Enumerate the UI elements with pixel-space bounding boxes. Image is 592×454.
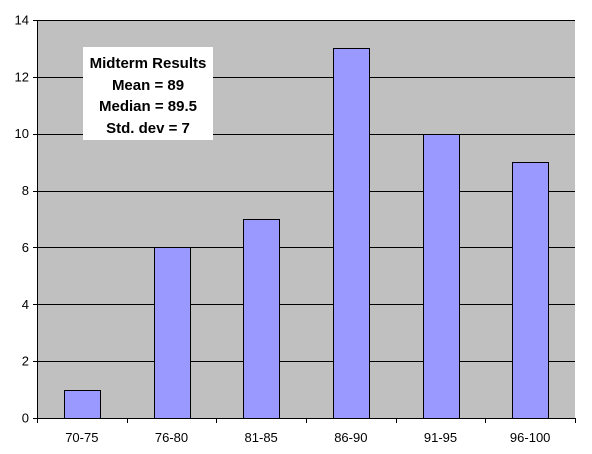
stats-annotation-box: Midterm Results Mean = 89 Median = 89.5 … [83,47,213,140]
bar-81-85 [243,219,280,419]
x-tick-label-81-85: 81-85 [245,430,278,445]
y-tick-labels: 0 2 4 6 8 10 12 14 [15,13,29,426]
axes [33,20,576,423]
x-tick-label-86-90: 86-90 [334,430,367,445]
x-tick-labels: 70-75 76-80 81-85 86-90 91-95 96-100 [65,430,550,445]
x-tick-label-91-95: 91-95 [424,430,457,445]
annotation-background [83,47,213,140]
x-tick-label-96-100: 96-100 [510,430,550,445]
y-tick-label-14: 14 [15,13,29,28]
bar-91-95 [423,134,460,419]
bar-86-90 [333,48,370,419]
annotation-median: Median = 89.5 [99,98,197,115]
x-tick-label-70-75: 70-75 [65,430,98,445]
y-tick-label-2: 2 [22,354,29,369]
y-tick-label-8: 8 [22,183,29,198]
y-tick-label-0: 0 [22,411,29,426]
bar-96-100 [512,162,549,419]
x-tick-label-76-80: 76-80 [155,430,188,445]
annotation-title: Midterm Results [90,55,207,72]
grid-lines [37,20,575,362]
bar-76-80 [154,247,191,419]
bar-70-75 [64,390,101,419]
annotation-mean: Mean = 89 [112,77,184,94]
y-tick-label-6: 6 [22,240,29,255]
y-tick-label-12: 12 [15,69,29,84]
y-tick-label-4: 4 [22,297,29,312]
y-tick-label-10: 10 [15,126,29,141]
annotation-std-dev: Std. dev = 7 [106,120,190,137]
